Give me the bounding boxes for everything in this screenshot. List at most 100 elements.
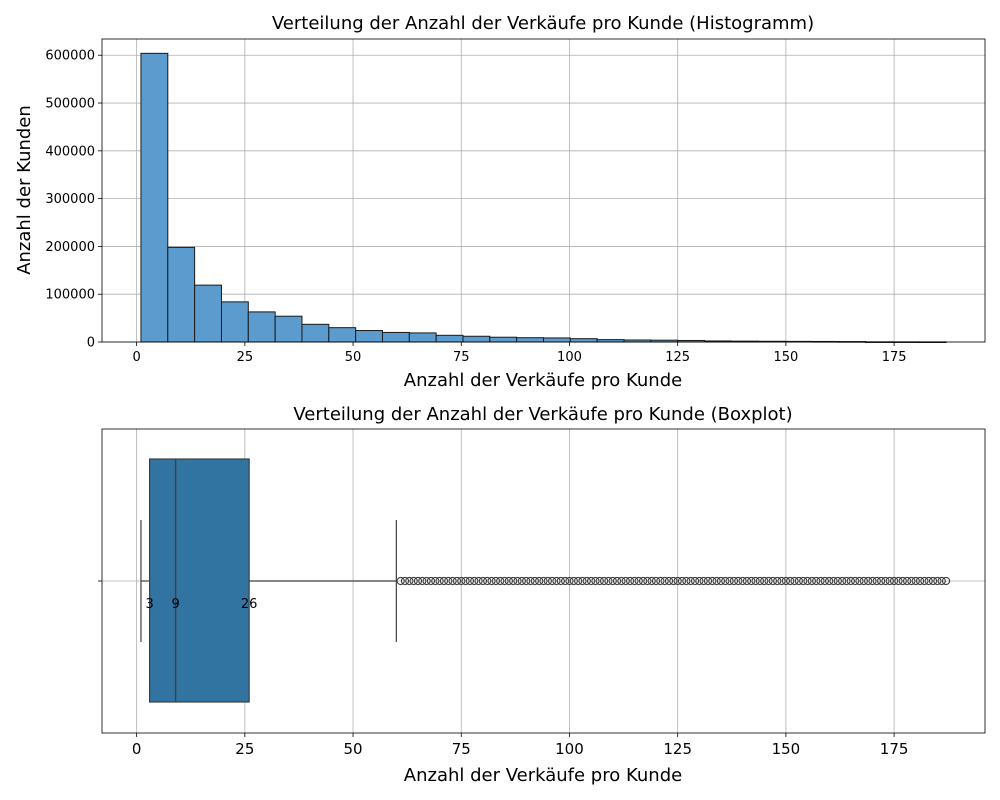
boxplot-x-tick-label: 50 [344,740,363,758]
boxplot-outlier-point [829,576,838,586]
boxplot-outlier-point [439,576,449,586]
histogram-y-tick-label: 200000 [45,240,95,255]
histogram-bar [516,337,544,343]
boxplot-outlier-point [664,576,674,586]
boxplot-outlier-point [751,576,760,586]
histogram-grid [102,39,985,343]
boxplot-outlier-point [820,576,829,586]
boxplot-x-tick-label: 25 [235,740,254,758]
boxplot-outlier-point [729,576,739,586]
boxplot-outlier-point [539,576,548,586]
histogram-bar [301,323,330,343]
histogram-bar [247,311,276,343]
histogram-y-tick-label: 400000 [45,144,95,159]
boxplot-outlier-point [651,576,661,586]
boxplot-outlier-point [703,576,713,586]
boxplot-outlier-point [863,576,873,586]
boxplot-outlier-point [409,576,418,586]
histogram-x-tick-label: 125 [665,350,690,365]
boxplot-outlier-point [937,576,946,586]
boxplot-outlier-point [816,576,825,586]
boxplot-outlier-point [452,576,462,586]
histogram-panel: Verteilung der Anzahl der Verkäufe pro K… [14,13,986,391]
boxplot-x-ticks: 0 25 50 75 100 125 150 175 [132,733,909,758]
boxplot-x-tick-label: 150 [772,740,801,758]
boxplot-outlier-point [509,576,518,586]
boxplot-outlier-point [738,576,747,586]
boxplot-x-tick-label: 100 [555,740,584,758]
boxplot-outlier-point [803,576,812,586]
boxplot-outlier-point [907,576,916,586]
histogram-y-ticks: 0 100000 200000 300000 400000 500000 600000 [45,49,102,351]
boxplot-outlier-point [535,576,544,586]
boxplot-outlier-point [522,576,531,586]
boxplot-outlier-point [569,576,578,586]
histogram-title: Verteilung der Anzahl der Verkäufe pro K… [272,13,814,34]
boxplot-outlier-point [894,576,903,586]
histogram-x-label: Anzahl der Verkäufe pro Kunde [404,370,682,391]
boxplot-outlier-point [431,576,440,586]
boxplot-outlier-point [608,576,617,586]
boxplot-outlier-point [742,576,752,586]
boxplot-outlier-point [504,576,514,586]
boxplot-outlier-point [933,576,942,586]
boxplot-outlier-point [876,576,886,586]
histogram-x-tick-label: 150 [773,350,798,365]
boxplot [140,458,397,703]
boxplot-outlier-point [924,576,933,586]
boxplot-x-tick-label: 75 [452,740,471,758]
boxplot-outlier-point [604,576,613,586]
boxplot-outlier-point [825,576,834,586]
histogram-y-tick-label: 100000 [45,288,95,303]
histogram-bar [194,284,222,343]
histogram-y-label: Anzahl der Kunden [14,105,35,275]
histogram-bar [328,327,357,343]
histogram-axes-frame [101,38,986,343]
boxplot-outlier-point [465,576,475,586]
boxplot-outlier-point [513,576,522,586]
boxplot-outlier-point [643,576,652,586]
boxplot-annotation: 9 [171,597,179,612]
boxplot-outlier-point [578,576,587,586]
histogram-y-tick-label: 600000 [45,49,95,64]
boxplot-outlier-point [625,576,635,586]
histogram-bars [140,52,947,344]
boxplot-outlier-point [573,576,583,586]
boxplot-outlier-point [560,576,570,586]
boxplot-outlier-point [846,576,855,586]
boxplot-outlier-point [898,576,907,586]
histogram-x-tick-label: 100 [557,350,582,365]
boxplot-outlier-point [889,576,899,586]
histogram-bar [167,246,196,343]
histogram-y-tick-label: 300000 [45,192,95,207]
boxplot-outlier-point [435,576,444,586]
boxplot-x-tick-label: 0 [132,740,142,758]
boxplot-x-tick-label: 175 [880,740,909,758]
boxplot-outlier-point [543,576,552,586]
boxplot-outlier-point [612,576,622,586]
boxplot-outlier-point [470,576,479,586]
boxplot-outlier-point [911,576,920,586]
histogram-bar [408,332,437,343]
histogram-x-tick-label: 175 [882,350,907,365]
boxplot-outlier-point [807,576,817,586]
histogram-bar [543,337,571,343]
boxplot-outlier-point [638,576,648,586]
boxplot-title: Verteilung der Anzahl der Verkäufe pro K… [293,404,792,425]
boxplot-x-label: Anzahl der Verkäufe pro Kunde [404,765,682,786]
histogram-y-tick-label: 500000 [45,97,95,112]
histogram-x-tick-label: 25 [237,350,254,365]
boxplot-outlier-point [764,576,773,586]
boxplot-outlier-point [781,576,791,586]
boxplot-outlier-point [595,576,604,586]
boxplot-outlier-point [747,576,756,586]
boxplot-outlier-point [500,576,509,586]
boxplot-outlier-point [548,576,557,586]
histogram-bar [381,331,410,343]
boxplot-outliers [396,576,951,586]
boxplot-panel: Verteilung der Anzahl der Verkäufe pro K… [98,404,986,786]
boxplot-outlier-point [725,576,734,586]
histogram-bar [220,301,249,343]
boxplot-outlier-point [630,576,639,586]
